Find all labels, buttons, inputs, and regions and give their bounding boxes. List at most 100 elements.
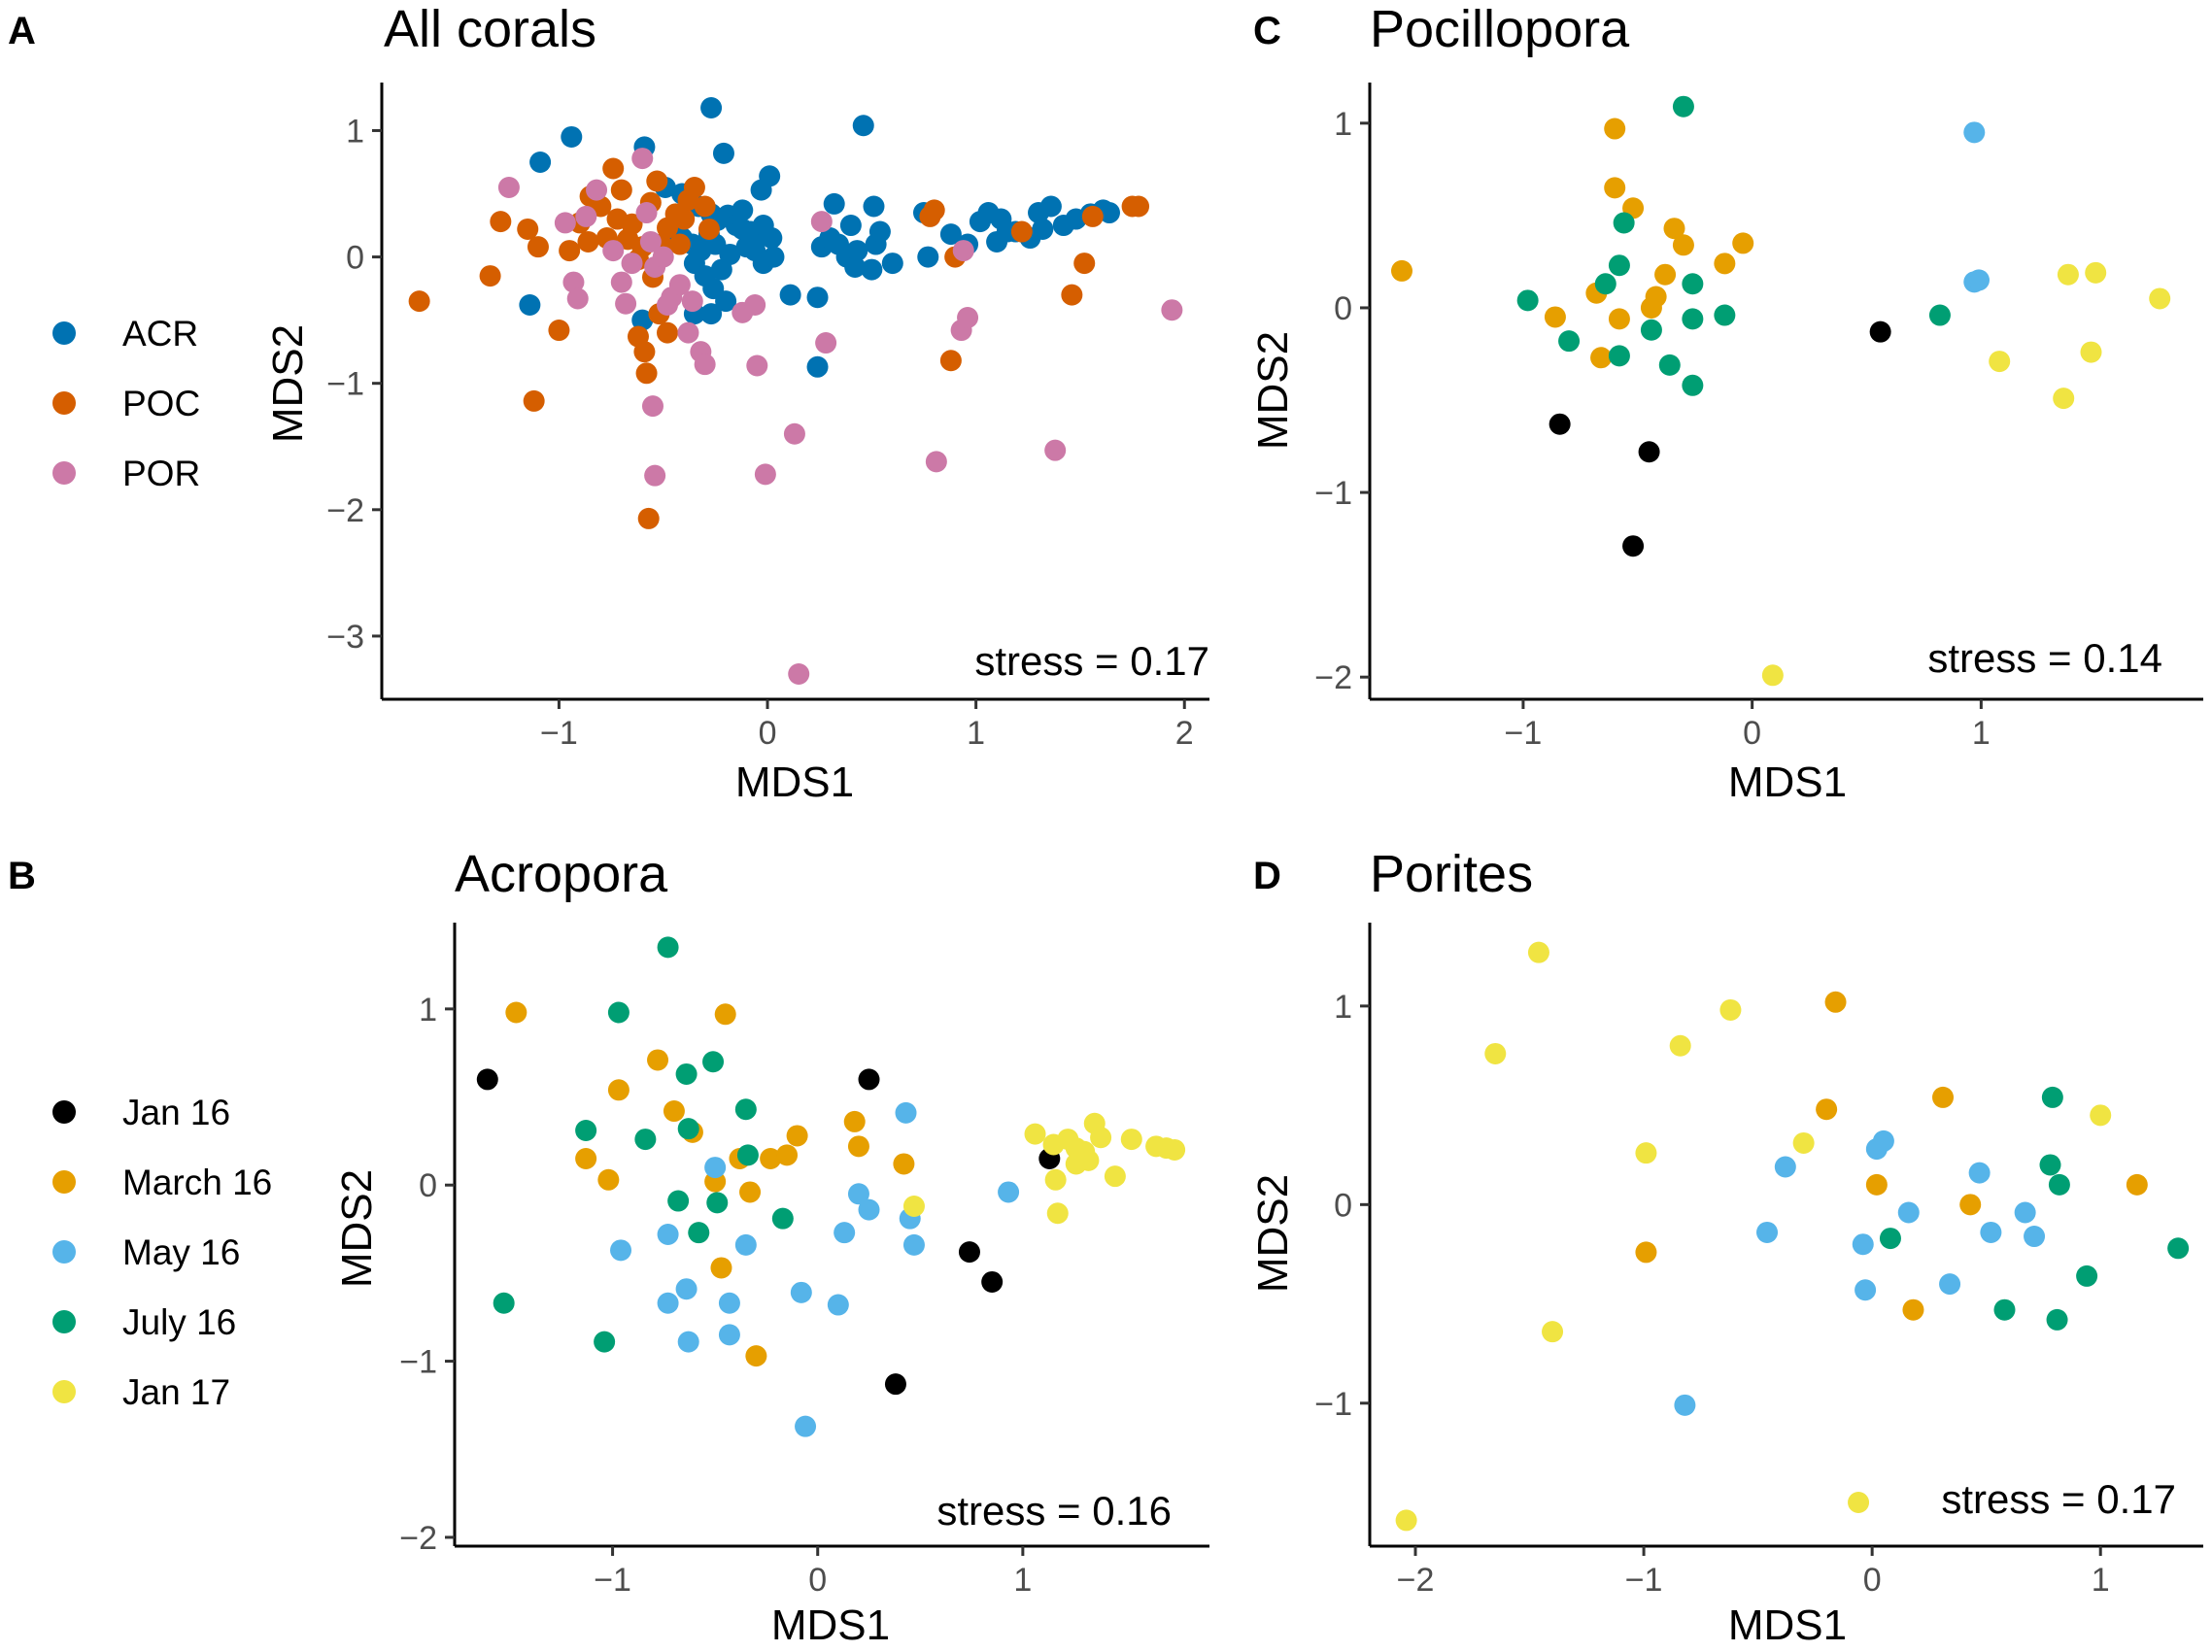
y-tick-label: 0 xyxy=(346,240,364,277)
data-point-por xyxy=(639,230,662,253)
data-point-march-16 xyxy=(843,1110,866,1132)
legend-item-may-16: May 16 xyxy=(52,1232,240,1272)
data-point-july-16 xyxy=(677,1118,699,1140)
data-point-acr xyxy=(1098,202,1120,224)
data-point-may-16 xyxy=(704,1157,727,1179)
data-point-may-16 xyxy=(1774,1156,1796,1178)
x-tick-label: 1 xyxy=(1972,715,1991,752)
data-point-acr xyxy=(823,192,845,215)
x-tick-label: 1 xyxy=(1013,1562,1032,1599)
y-tick-label: 1 xyxy=(1334,106,1352,143)
data-point-poc xyxy=(1073,253,1096,275)
data-point-jan-17 xyxy=(1848,1492,1870,1514)
data-point-march-16 xyxy=(1865,1173,1888,1196)
data-point-por xyxy=(952,240,974,262)
data-point-acr xyxy=(806,287,829,309)
data-point-march-16 xyxy=(607,1079,630,1101)
data-point-acr xyxy=(852,115,874,137)
data-point-por xyxy=(641,395,664,418)
data-point-may-16 xyxy=(902,1233,925,1256)
data-point-poc xyxy=(919,205,941,227)
data-point-july-16 xyxy=(1879,1228,1901,1250)
data-point-may-16 xyxy=(1897,1201,1920,1224)
data-point-july-16 xyxy=(1682,374,1704,396)
data-point-july-16 xyxy=(706,1192,729,1214)
panel-d-letter: D xyxy=(1253,855,1281,897)
panel-d-x-axis-title: MDS1 xyxy=(1728,1601,1847,1649)
species-legend: ACR POC POR xyxy=(52,314,200,493)
data-point-por xyxy=(957,307,979,329)
data-point-acr xyxy=(519,294,541,317)
data-point-march-16 xyxy=(647,1049,669,1071)
data-point-july-16 xyxy=(1594,273,1616,295)
y-tick-label: 1 xyxy=(419,992,437,1028)
data-point-por xyxy=(1161,299,1183,321)
data-point-jan-17 xyxy=(1046,1202,1069,1225)
data-point-july-16 xyxy=(607,1001,630,1024)
data-point-march-16 xyxy=(893,1153,915,1175)
data-point-por xyxy=(586,179,608,201)
data-point-july-16 xyxy=(1516,289,1539,312)
data-point-acr xyxy=(868,220,891,243)
data-point-jan-17 xyxy=(1635,1142,1657,1164)
panel-d-plot: −2 −1 0 1 −1 0 1 xyxy=(1314,923,2203,1599)
data-point-acr xyxy=(881,253,903,275)
data-point-jan-17 xyxy=(2149,287,2171,310)
data-point-march-16 xyxy=(776,1144,799,1166)
data-point-march-16 xyxy=(739,1181,762,1203)
data-point-march-16 xyxy=(2126,1173,2148,1196)
data-point-jan-16 xyxy=(958,1241,980,1264)
data-point-jan-17 xyxy=(2057,263,2079,286)
panel-b: B Acropora −1 0 1 −2 −1 0 1 MDS1 MDS2 stress =… xyxy=(8,845,1209,1649)
panel-c-stress-label: stress = 0.14 xyxy=(1927,635,2162,681)
data-point-may-16 xyxy=(1674,1394,1696,1416)
panel-d: D Porites −2 −1 0 1 −1 0 1 MDS1 MDS2 stress = … xyxy=(1249,845,2203,1649)
panel-b-title: Acropora xyxy=(455,845,668,903)
data-point-july-16 xyxy=(2039,1154,2061,1176)
data-point-march-16 xyxy=(1932,1086,1955,1108)
panel-b-x-axis-title: MDS1 xyxy=(771,1601,890,1649)
data-point-july-16 xyxy=(2048,1173,2070,1196)
data-point-jan-17 xyxy=(1669,1034,1691,1057)
data-point-july-16 xyxy=(1613,212,1635,234)
data-point-may-16 xyxy=(1980,1221,2002,1243)
panel-c-plot: −1 0 1 −2 −1 0 1 xyxy=(1314,83,2203,752)
data-point-july-16 xyxy=(688,1222,710,1244)
data-point-poc xyxy=(602,157,625,180)
legend-label-jan-16: Jan 16 xyxy=(122,1093,230,1132)
data-point-july-16 xyxy=(2167,1237,2190,1260)
data-point-may-16 xyxy=(790,1281,812,1303)
data-point-jan-17 xyxy=(1761,664,1784,687)
data-point-acr xyxy=(700,97,723,119)
data-point-july-16 xyxy=(734,1098,757,1121)
legend-item-march-16: March 16 xyxy=(52,1163,272,1202)
data-point-july-16 xyxy=(657,936,679,959)
data-point-acr xyxy=(917,246,939,268)
data-point-acr xyxy=(846,240,868,262)
data-point-acr xyxy=(761,227,783,250)
data-point-por xyxy=(497,177,520,199)
data-point-por xyxy=(754,463,776,486)
x-tick-label: −1 xyxy=(1505,715,1543,752)
data-point-por xyxy=(602,240,625,262)
data-point-poc xyxy=(559,240,581,262)
data-point-may-16 xyxy=(675,1278,698,1300)
data-point-july-16 xyxy=(1682,273,1704,295)
data-point-acr xyxy=(529,151,552,173)
data-point-jan-17 xyxy=(2085,261,2107,284)
legend-label-july-16: July 16 xyxy=(122,1302,236,1342)
data-point-por xyxy=(1044,439,1067,461)
data-point-poc xyxy=(1081,205,1104,227)
data-point-may-16 xyxy=(1968,269,1990,291)
data-point-poc xyxy=(1010,220,1033,243)
data-point-march-16 xyxy=(1824,991,1847,1013)
panel-a: A All corals −1 0 1 2 −3 −2 −1 0 1 MDS1 MDS2 str… xyxy=(8,0,1209,806)
data-point-por xyxy=(744,294,766,317)
data-point-jan-17 xyxy=(902,1195,925,1217)
data-point-july-16 xyxy=(2041,1086,2063,1108)
data-point-july-16 xyxy=(736,1144,759,1166)
data-point-por xyxy=(668,274,691,296)
data-point-jan-17 xyxy=(1090,1127,1112,1149)
data-point-acr xyxy=(759,165,781,187)
legend-item-acr: ACR xyxy=(52,314,198,354)
